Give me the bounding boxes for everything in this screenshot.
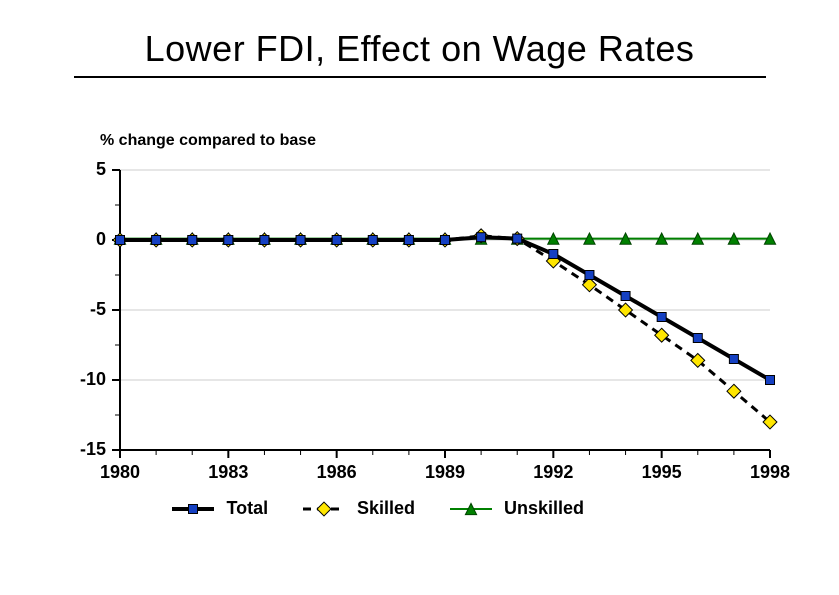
legend-swatch-skilled <box>301 501 347 517</box>
legend-item-unskilled: Unskilled <box>448 498 584 519</box>
xtick-label: 1998 <box>740 462 800 483</box>
legend-item-skilled: Skilled <box>301 498 415 519</box>
page-root: Lower FDI, Effect on Wage Rates % change… <box>0 0 839 595</box>
ytick-label: 0 <box>66 229 106 250</box>
legend-item-total: Total <box>170 498 268 519</box>
ytick-label: -5 <box>66 299 106 320</box>
xtick-label: 1983 <box>198 462 258 483</box>
xtick-label: 1995 <box>632 462 692 483</box>
ytick-label: -15 <box>66 439 106 460</box>
chart-legend: Total Skilled Unskilled <box>170 498 730 528</box>
ytick-label: -10 <box>66 369 106 390</box>
xtick-label: 1992 <box>523 462 583 483</box>
legend-label: Unskilled <box>504 498 584 519</box>
legend-swatch-unskilled <box>448 501 494 517</box>
legend-swatch-total <box>170 501 216 517</box>
ytick-label: 5 <box>66 159 106 180</box>
legend-label: Skilled <box>357 498 415 519</box>
xtick-label: 1980 <box>90 462 150 483</box>
xtick-label: 1989 <box>415 462 475 483</box>
legend-label: Total <box>226 498 268 519</box>
xtick-label: 1986 <box>307 462 367 483</box>
